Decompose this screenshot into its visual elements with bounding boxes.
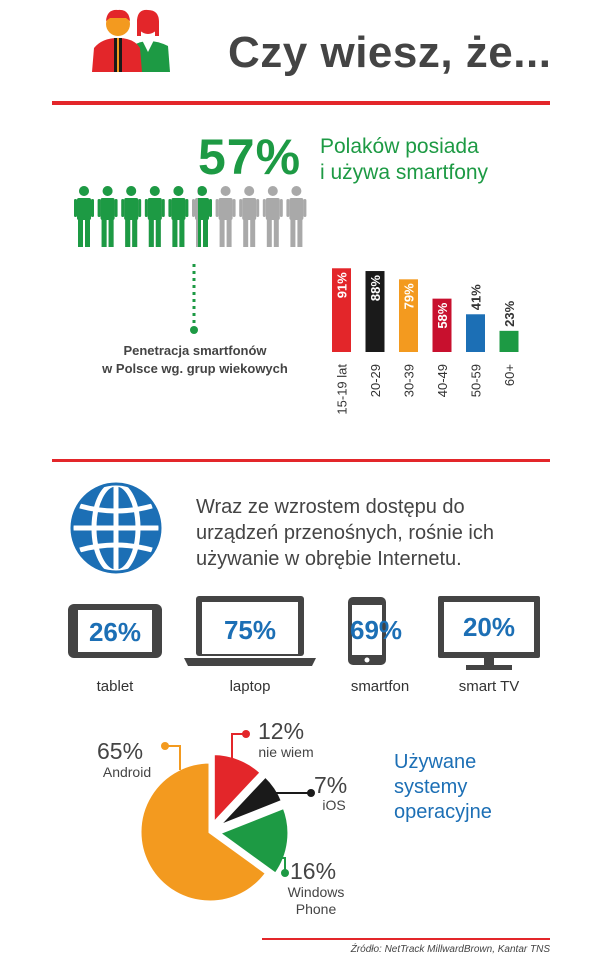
tablet-icon bbox=[68, 604, 162, 658]
pie-label-android-name: Android bbox=[102, 764, 152, 780]
globe-icon bbox=[70, 481, 162, 575]
bar-category-label: 60+ bbox=[502, 364, 517, 386]
bar-category-label: 30-39 bbox=[402, 364, 417, 397]
leader-line-android bbox=[168, 745, 181, 770]
leader-dot-windows-phone bbox=[281, 869, 289, 877]
bar-40-49 bbox=[432, 298, 452, 352]
people-pictogram bbox=[74, 186, 307, 247]
person-figure bbox=[262, 186, 283, 247]
laptop-label: laptop bbox=[229, 678, 271, 695]
os-pie-chart bbox=[138, 730, 315, 904]
bar-30-39 bbox=[399, 279, 418, 352]
internet-text-line1: Wraz ze wzrostem dostępu do bbox=[196, 496, 465, 518]
header-divider bbox=[52, 101, 550, 105]
penetration-label-line2: w Polsce wg. grup wiekowych bbox=[102, 361, 288, 376]
bar-value-label: 41% bbox=[469, 284, 484, 310]
bar-15-19 lat bbox=[332, 268, 351, 352]
person-figure bbox=[239, 186, 260, 247]
pie-label-windows-name-text: Windows Phone bbox=[287, 884, 345, 917]
pie-label-android-pct: 65% bbox=[97, 738, 144, 764]
smartphone-icon bbox=[348, 597, 386, 665]
person-figure bbox=[286, 186, 307, 247]
leader-dot-ios bbox=[307, 789, 315, 797]
source-note: Źródło: NetTrack MillwardBrown, Kantar T… bbox=[350, 944, 550, 955]
footer-divider bbox=[262, 938, 550, 940]
smartfon-label: smartfon bbox=[350, 678, 410, 695]
people-icon bbox=[92, 9, 170, 72]
smartphone-text-line1: Polaków posiada bbox=[320, 135, 479, 158]
bar-category-label: 40-49 bbox=[435, 364, 450, 397]
smart-tv-icon bbox=[438, 596, 540, 670]
tablet-label: tablet bbox=[96, 678, 134, 695]
pie-label-windows-name: Windows Phone bbox=[276, 884, 356, 918]
person-figure bbox=[215, 186, 236, 247]
pie-label-nie-wiem-name: nie wiem bbox=[258, 744, 314, 760]
smartphone-text-line2: i używa smartfony bbox=[320, 161, 489, 184]
tablet-percent: 26% bbox=[88, 617, 142, 647]
person-figure bbox=[97, 186, 118, 247]
os-title-line3: operacyjne bbox=[394, 801, 492, 823]
laptop-icon bbox=[184, 596, 316, 666]
person-figure bbox=[192, 186, 212, 247]
laptop-percent: 75% bbox=[223, 615, 277, 645]
section-divider bbox=[52, 459, 550, 462]
internet-text-line2: urządzeń przenośnych, rośnie ich bbox=[196, 522, 494, 544]
bar-value-label: 88% bbox=[368, 275, 383, 301]
pie-label-nie-wiem-pct: 12% bbox=[258, 718, 305, 744]
leader-line-windows-phone bbox=[265, 857, 286, 870]
internet-text-line3: używanie w obrębie Internetu. bbox=[196, 548, 462, 570]
pie-slice-android bbox=[138, 760, 269, 904]
person-figure bbox=[121, 186, 142, 247]
leader-dot-android bbox=[161, 742, 169, 750]
leader-dot-nie-wiem bbox=[242, 730, 250, 738]
bar-60+ bbox=[499, 330, 519, 352]
person-figure bbox=[74, 186, 94, 247]
os-title-line1: Używane bbox=[394, 751, 477, 773]
age-bar-chart: 91% 15-19 lat 88% 20-29 79% 30-39 58% 40-49 41% 5… bbox=[332, 268, 519, 415]
bar-value-label: 23% bbox=[502, 300, 517, 326]
smartphone-percent: 57% bbox=[198, 129, 302, 185]
os-title-line2: systemy bbox=[394, 776, 468, 798]
bar-50-59 bbox=[466, 314, 485, 352]
person-figure bbox=[144, 186, 165, 247]
pie-slice-nie-wiem bbox=[211, 752, 264, 828]
smart-tv-label: smart TV bbox=[458, 678, 520, 695]
internet-text: Wraz ze wzrostem dostępu do urządzeń prz… bbox=[196, 494, 556, 572]
dotted-connector bbox=[190, 264, 198, 334]
os-title: Używane systemy operacyjne bbox=[394, 750, 492, 825]
bar-category-label: 15-19 lat bbox=[335, 364, 350, 415]
pie-label-ios-pct: 7% bbox=[314, 772, 348, 798]
bar-value-label: 79% bbox=[402, 283, 417, 309]
pie-label-ios-name: iOS bbox=[322, 797, 346, 813]
bar-value-label: 91% bbox=[335, 272, 350, 298]
bar-value-label: 58% bbox=[435, 302, 450, 328]
person-figure bbox=[168, 186, 189, 247]
pie-slice-ios bbox=[216, 773, 285, 829]
bar-20-29 bbox=[365, 271, 385, 352]
pie-label-windows-pct: 16% bbox=[290, 858, 337, 884]
smartfon-percent: 69% bbox=[350, 615, 403, 645]
penetration-label-line1: Penetracja smartfonów bbox=[123, 343, 267, 358]
page-title: Czy wiesz, że... bbox=[228, 28, 552, 77]
leader-line-nie-wiem bbox=[231, 733, 243, 765]
bar-category-label: 20-29 bbox=[368, 364, 383, 397]
bar-category-label: 50-59 bbox=[469, 364, 484, 397]
penetration-label: Penetracja smartfonów w Polsce wg. grup … bbox=[70, 342, 320, 378]
smartphone-stat-text: Polaków posiada i używa smartfony bbox=[320, 134, 488, 186]
smart-tv-percent: 20% bbox=[462, 612, 516, 642]
